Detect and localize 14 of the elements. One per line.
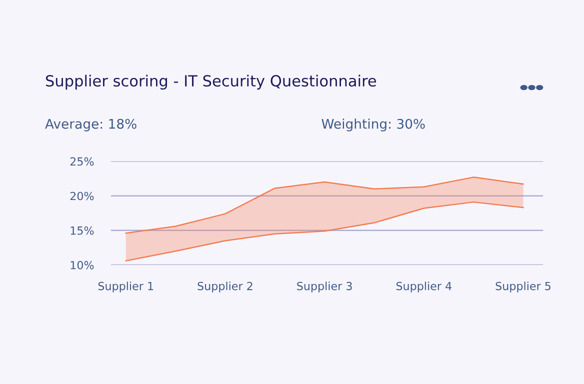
line-series [125,201,524,262]
x-tick-label: Supplier 3 [297,282,352,292]
y-tick-label: 10% [70,260,94,270]
y-tick-label: 20% [70,192,94,200]
text: Weighting: 30% [322,118,425,132]
x-tick-label: Supplier 2 [198,282,252,292]
text: Average: 18% [45,118,136,132]
x-tick-label: Supplier 5 [496,282,550,292]
y-tick-label: 25% [70,157,94,166]
x-tick-label: Supplier 4 [396,282,452,292]
line-series [125,176,524,234]
x-tick-label: Supplier 1 [98,282,154,292]
chart-title: Supplier scoring - IT Security Questionnaire [46,74,376,90]
y-tick-label: 15% [70,226,94,235]
